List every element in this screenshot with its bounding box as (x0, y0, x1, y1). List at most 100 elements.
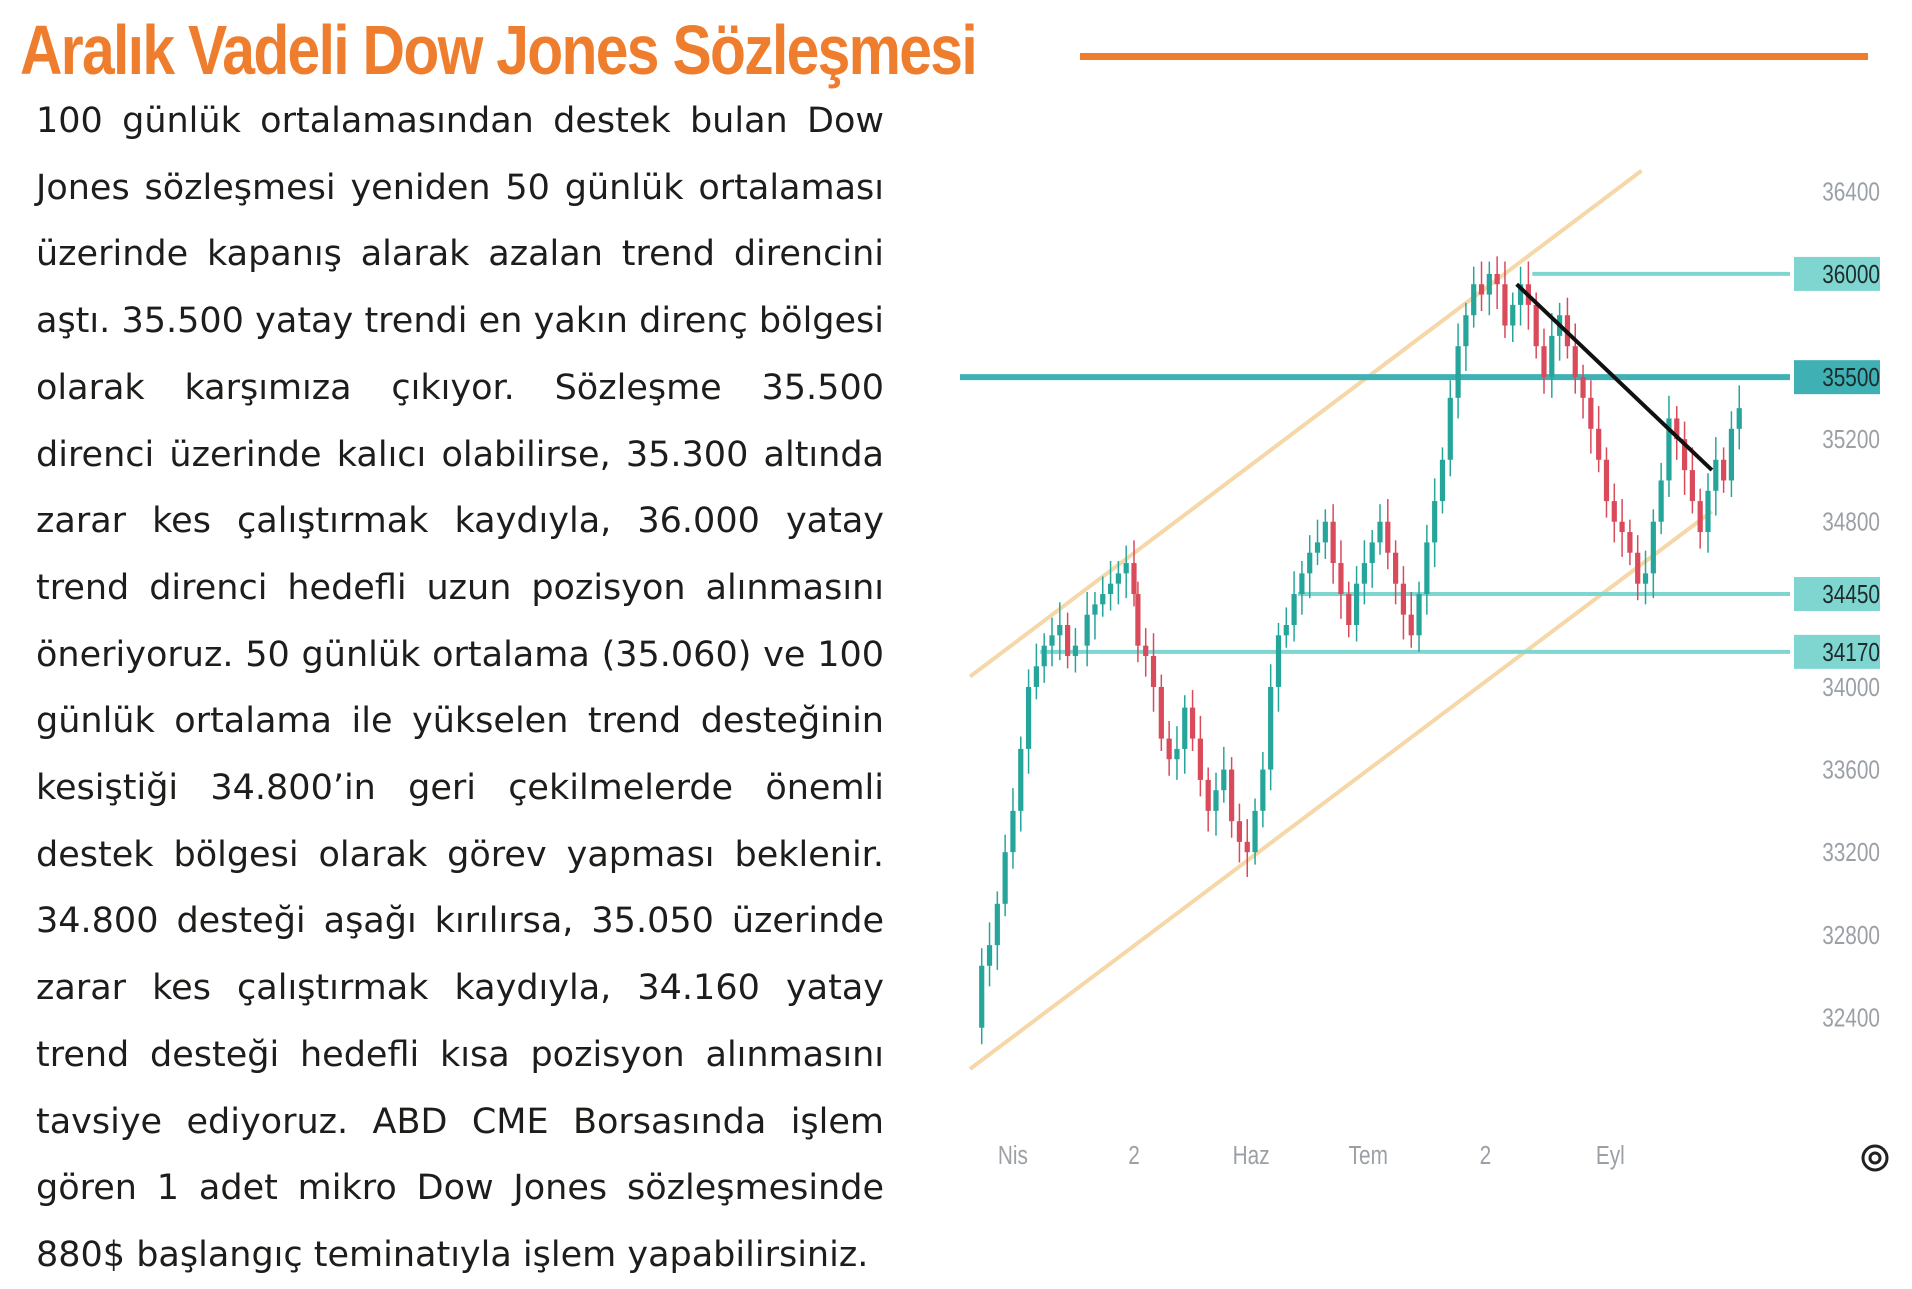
title-divider (1080, 53, 1868, 60)
x-tick-label: 2 (1128, 1141, 1140, 1170)
candle-body-20 (1131, 563, 1137, 595)
candle-body-85 (1635, 552, 1641, 584)
candle-body-83 (1619, 521, 1625, 533)
settings-icon[interactable] (1861, 1144, 1889, 1172)
candle-body-36 (1252, 810, 1258, 853)
candle-body-10 (1049, 635, 1055, 646)
candle-body-14 (1084, 614, 1090, 646)
level-label-box (1794, 360, 1880, 395)
candle-body-35 (1244, 841, 1250, 853)
y-tick-label: 35200 (1822, 425, 1880, 454)
candle-body-26 (1174, 748, 1180, 760)
candle-body-28 (1189, 707, 1196, 739)
candle-body-17 (1107, 583, 1114, 595)
candle-body-86 (1642, 573, 1649, 584)
candle-body-33 (1229, 769, 1235, 822)
candle-body-69 (1510, 304, 1516, 326)
level-label: 34450 (1822, 580, 1880, 609)
level-label-box (1794, 634, 1880, 669)
candle-body-65 (1478, 284, 1485, 295)
candle-body-31 (1213, 790, 1219, 811)
candle-body-1 (979, 965, 985, 1028)
candle-body-62 (1455, 346, 1461, 398)
candle-body-91 (1681, 439, 1688, 471)
candle-body-81 (1603, 459, 1610, 502)
candle-body-21 (1135, 594, 1141, 646)
candle-body-92 (1689, 470, 1695, 502)
candle-body-93 (1697, 501, 1703, 533)
channel-line-1 (968, 509, 1714, 1071)
candle-body-95 (1713, 459, 1719, 491)
x-tick-label: 2 (1480, 1141, 1492, 1170)
candle-body-16 (1100, 594, 1106, 605)
candle-body-12 (1065, 625, 1071, 656)
y-tick-label: 33600 (1822, 755, 1880, 784)
level-labels: 36000 35500 34450 34170 (1794, 256, 1880, 669)
candle-body-61 (1447, 397, 1453, 460)
y-tick-label: 32800 (1822, 921, 1880, 950)
candle-body-94 (1705, 490, 1711, 533)
candle-body-15 (1092, 604, 1098, 615)
candle-body-60 (1439, 459, 1446, 502)
level-label: 35500 (1822, 363, 1880, 392)
candle-body-53 (1385, 521, 1391, 553)
candle-body-68 (1502, 284, 1508, 326)
trendline-group (1515, 282, 1714, 472)
candle-body-32 (1221, 769, 1227, 791)
candle-body-44 (1314, 542, 1321, 553)
candle-body-41 (1291, 594, 1297, 625)
candle-body-4 (1002, 852, 1008, 904)
candle-body-13 (1072, 645, 1079, 656)
candle-body-39 (1275, 635, 1282, 687)
candle-body-37 (1260, 769, 1266, 811)
candle-body-43 (1307, 552, 1313, 574)
candle-body-34 (1236, 821, 1243, 842)
x-tick-label: Nis (998, 1141, 1028, 1170)
candle-body-50 (1361, 563, 1367, 584)
candle-body-47 (1338, 563, 1344, 595)
y-tick-label: 33200 (1822, 838, 1880, 867)
candle-body-40 (1283, 625, 1289, 636)
candle-body-3 (994, 903, 1000, 946)
candle-body-24 (1158, 686, 1164, 739)
falling-trendline (1515, 282, 1714, 472)
candle-body-78 (1580, 377, 1586, 398)
candle-body-70 (1517, 284, 1524, 305)
candle-body-11 (1057, 625, 1063, 636)
channel-lines (968, 169, 1714, 1071)
candle-body-96 (1721, 459, 1727, 481)
candle-body-46 (1330, 521, 1336, 564)
candle-body-98 (1736, 408, 1742, 429)
y-tick-label: 34800 (1822, 508, 1880, 537)
candle-body-8 (1033, 666, 1039, 687)
candle-body-51 (1369, 542, 1375, 564)
candle-body-90 (1674, 418, 1680, 440)
candle-body-56 (1408, 614, 1414, 636)
candle-body-29 (1197, 738, 1203, 780)
candle-body-79 (1588, 397, 1594, 429)
channel-line-0 (968, 169, 1643, 679)
y-tick-label: 34000 (1822, 673, 1880, 702)
candle-body-5 (1010, 810, 1016, 853)
candle-body-23 (1150, 655, 1157, 687)
candle-body-45 (1322, 521, 1328, 543)
candles (979, 256, 1742, 1045)
candle-body-22 (1143, 645, 1149, 656)
level-label-box (1794, 577, 1880, 612)
candle-body-9 (1041, 645, 1047, 667)
candle-body-55 (1400, 583, 1407, 615)
candle-body-97 (1728, 428, 1735, 481)
candle-body-54 (1393, 552, 1399, 584)
x-axis: Nis 2 Haz Tem 2 Eyl (998, 1141, 1625, 1170)
candle-body-82 (1611, 501, 1617, 522)
candle-body-59 (1432, 501, 1438, 543)
level-label: 34170 (1822, 638, 1880, 667)
level-label-box (1794, 256, 1880, 291)
candle-body-52 (1377, 521, 1383, 543)
candle-body-88 (1658, 480, 1664, 522)
candle-body-84 (1627, 532, 1633, 553)
x-tick-label: Eyl (1596, 1141, 1625, 1170)
candle-body-27 (1182, 707, 1188, 749)
candle-body-2 (986, 945, 993, 966)
candle-body-63 (1463, 315, 1469, 347)
